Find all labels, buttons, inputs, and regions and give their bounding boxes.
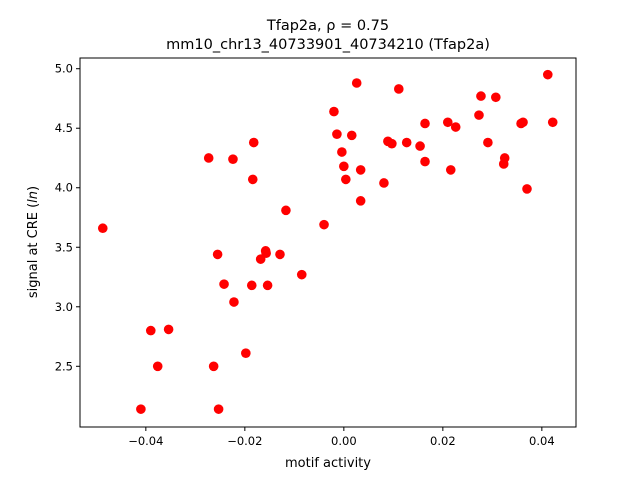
- data-point: [145, 325, 156, 336]
- data-point: [219, 279, 229, 289]
- data-point: [136, 404, 146, 414]
- x-axis-label: motif activity: [285, 456, 371, 471]
- data-point: [246, 280, 257, 291]
- x-tick-label: −0.04: [128, 434, 163, 448]
- x-tick-label: −0.02: [227, 434, 262, 448]
- y-tick-label: 3.0: [55, 300, 73, 314]
- data-point: [296, 269, 307, 280]
- data-point: [346, 130, 357, 141]
- data-point: [247, 174, 258, 185]
- data-point: [547, 117, 558, 128]
- data-point: [203, 153, 214, 163]
- data-point: [387, 138, 397, 149]
- data-point: [248, 137, 259, 148]
- data-point: [229, 297, 239, 307]
- x-tick-label: 0.04: [529, 434, 555, 448]
- y-axis-label: signal at CRE (ln): [26, 186, 41, 298]
- data-point: [319, 219, 329, 230]
- data-point: [213, 404, 224, 414]
- y-axis: 2.5 3.0 3.5 4.0 4.5 5.0: [55, 62, 80, 373]
- chart-title: Tfap2a, ρ = 0.75: [266, 18, 389, 34]
- data-point: [542, 69, 553, 80]
- data-point: [262, 280, 273, 291]
- data-point: [491, 92, 501, 103]
- data-point: [339, 161, 349, 172]
- data-point: [152, 361, 163, 372]
- data-point: [450, 122, 461, 132]
- data-point: [281, 205, 291, 216]
- chart-subtitle: mm10_chr13_40733901_40734210 (Tfap2a): [166, 37, 490, 53]
- y-tick-label: 3.5: [55, 240, 73, 254]
- data-point: [261, 248, 271, 259]
- data-point: [275, 249, 285, 260]
- data-point: [97, 223, 108, 234]
- data-point: [415, 141, 425, 151]
- x-tick-label: 0.02: [430, 434, 456, 448]
- data-point: [351, 78, 362, 88]
- data-point: [522, 184, 532, 194]
- data-point: [393, 84, 404, 94]
- data-point: [241, 348, 251, 359]
- data-point: [474, 110, 484, 120]
- data-point: [355, 165, 366, 175]
- data-point: [355, 196, 366, 206]
- data-point: [420, 118, 430, 129]
- data-point: [208, 361, 219, 372]
- data-point: [499, 153, 510, 163]
- data-point: [163, 324, 174, 335]
- data-point: [420, 156, 430, 167]
- data-point: [212, 249, 223, 260]
- data-point: [337, 147, 347, 157]
- y-tick-label: 4.5: [55, 121, 73, 135]
- data-point: [442, 117, 453, 128]
- data-point: [379, 178, 389, 188]
- data-point: [445, 165, 456, 175]
- data-point: [329, 106, 339, 117]
- data-point: [401, 137, 412, 148]
- data-point: [332, 129, 342, 139]
- data-points: [97, 69, 558, 414]
- plot-frame: [79, 57, 577, 428]
- y-tick-label: 5.0: [55, 62, 73, 76]
- data-point: [518, 117, 528, 128]
- data-point: [483, 137, 493, 148]
- data-point: [228, 154, 238, 164]
- x-axis: −0.04 −0.02 0.00 0.02 0.04: [128, 427, 555, 448]
- x-tick-label: 0.00: [331, 434, 357, 448]
- y-tick-label: 2.5: [55, 359, 73, 373]
- y-tick-label: 4.0: [55, 181, 73, 195]
- data-point: [476, 91, 486, 101]
- data-point: [341, 174, 351, 185]
